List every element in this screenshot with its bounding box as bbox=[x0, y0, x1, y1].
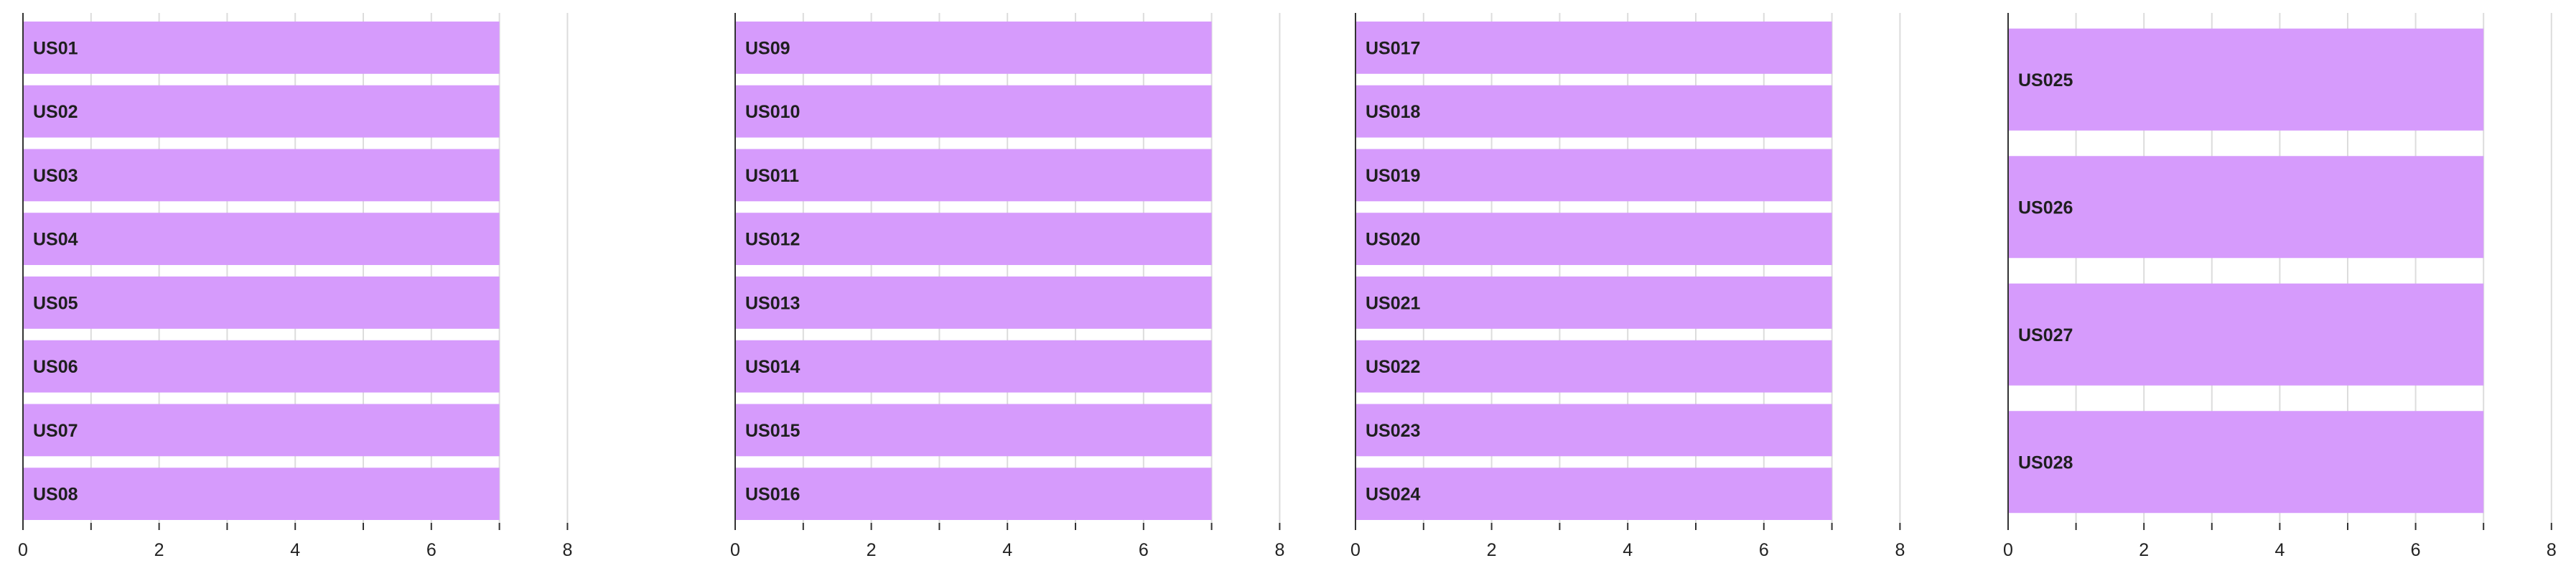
x-tick-label: 6 bbox=[2411, 540, 2421, 560]
bar bbox=[23, 85, 500, 138]
bar-label: US023 bbox=[1366, 421, 1420, 441]
bar bbox=[1355, 213, 1832, 266]
bar-label: US07 bbox=[33, 421, 78, 441]
bar-label: US019 bbox=[1366, 166, 1420, 186]
bar bbox=[1355, 21, 1832, 74]
bar bbox=[735, 404, 1212, 457]
bar-label: US05 bbox=[33, 293, 78, 313]
bar-label: US01 bbox=[33, 38, 78, 58]
x-tick-label: 6 bbox=[1139, 540, 1149, 560]
bar-label: US015 bbox=[745, 421, 801, 441]
bar-label: US020 bbox=[1366, 230, 1420, 250]
bar-label: US014 bbox=[745, 357, 801, 377]
x-tick-label: 4 bbox=[2274, 540, 2285, 560]
x-tick-label: 2 bbox=[154, 540, 164, 560]
bar-label: US02 bbox=[33, 102, 78, 122]
chart-panel-1: US01 US02 US03 US04 US05 US06 US07 US08 0 2 4 6 8 bbox=[18, 13, 572, 560]
bar-label: US03 bbox=[33, 166, 78, 186]
bar bbox=[735, 468, 1212, 521]
x-tick-label: 0 bbox=[18, 540, 28, 560]
bar-label: US022 bbox=[1366, 357, 1420, 377]
bar-label: US027 bbox=[2018, 325, 2073, 345]
x-tick-label: 4 bbox=[290, 540, 300, 560]
bar bbox=[1355, 85, 1832, 138]
bar-label: US011 bbox=[745, 166, 799, 186]
bar bbox=[1355, 276, 1832, 329]
bar-label: US010 bbox=[745, 102, 800, 122]
bar bbox=[1355, 468, 1832, 521]
bar-label: US026 bbox=[2018, 198, 2073, 218]
x-tick-label: 8 bbox=[1895, 540, 1905, 560]
bar bbox=[23, 340, 500, 393]
x-tick-label: 8 bbox=[562, 540, 572, 560]
bar bbox=[23, 149, 500, 202]
bar-label: US018 bbox=[1366, 102, 1421, 122]
bar bbox=[735, 340, 1212, 393]
x-tick-label: 2 bbox=[2139, 540, 2149, 560]
x-tick-label: 0 bbox=[1350, 540, 1361, 560]
bar bbox=[735, 213, 1212, 266]
bar bbox=[23, 21, 500, 74]
bar bbox=[2008, 156, 2484, 259]
bar-label: US08 bbox=[33, 485, 78, 505]
bar bbox=[23, 213, 500, 266]
bar-label: US013 bbox=[745, 293, 800, 313]
bar bbox=[23, 276, 500, 329]
x-tick-label: 4 bbox=[1623, 540, 1633, 560]
x-tick-label: 0 bbox=[730, 540, 740, 560]
bar-label: US012 bbox=[745, 230, 800, 250]
bar bbox=[23, 468, 500, 521]
bar bbox=[735, 149, 1212, 202]
bar bbox=[23, 404, 500, 457]
x-tick-label: 8 bbox=[2547, 540, 2557, 560]
x-tick-label: 8 bbox=[1274, 540, 1284, 560]
bar-label: US017 bbox=[1366, 38, 1420, 58]
bar bbox=[1355, 404, 1832, 457]
x-tick-label: 4 bbox=[1002, 540, 1012, 560]
chart-panel-4: US025 US026 US027 US028 0 2 4 6 8 bbox=[2003, 13, 2557, 560]
bar-label: US021 bbox=[1366, 293, 1421, 313]
x-tick-label: 0 bbox=[2003, 540, 2013, 560]
x-tick-label: 6 bbox=[1759, 540, 1769, 560]
bar bbox=[735, 21, 1212, 74]
bar-label: US06 bbox=[33, 357, 78, 377]
chart-panel-2: US09 US010 US011 US012 US013 US014 US015 US016 0… bbox=[730, 13, 1284, 560]
bar bbox=[735, 85, 1212, 138]
bar bbox=[1355, 149, 1832, 202]
bar-label: US025 bbox=[2018, 70, 2073, 90]
x-tick-label: 2 bbox=[867, 540, 877, 560]
bar-label: US024 bbox=[1366, 485, 1421, 505]
bar bbox=[2008, 283, 2484, 386]
bar bbox=[2008, 28, 2484, 131]
x-tick-label: 2 bbox=[1487, 540, 1497, 560]
x-tick-label: 6 bbox=[426, 540, 437, 560]
bar-label: US028 bbox=[2018, 452, 2073, 473]
bar-label: US09 bbox=[745, 38, 790, 58]
bar-label: US016 bbox=[745, 485, 800, 505]
chart-panel-3: US017 US018 US019 US020 US021 US022 US023 US024… bbox=[1350, 13, 1905, 560]
bar bbox=[735, 276, 1212, 329]
bar-label: US04 bbox=[33, 230, 78, 250]
bar bbox=[2008, 411, 2484, 514]
bar bbox=[1355, 340, 1832, 393]
